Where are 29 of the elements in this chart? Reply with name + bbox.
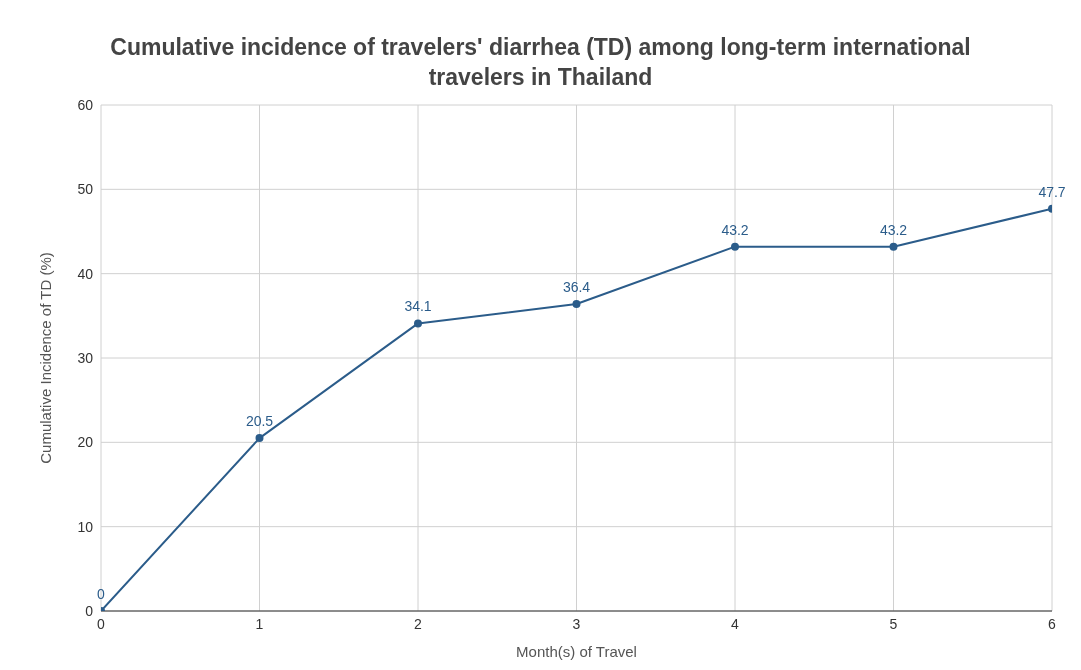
y-tick-label: 0 [85,602,94,619]
data-label: 43.2 [879,221,908,238]
x-tick-label: 0 [97,615,106,632]
x-tick-label: 6 [1048,615,1057,632]
point [731,242,739,251]
y-tick-label: 20 [77,434,94,451]
y-tick-label: 60 [77,96,94,113]
data-label: 43.2 [721,221,749,238]
data-label: 34.1 [404,298,432,315]
data-label: 0 [97,586,106,602]
x-tick-label: 3 [572,615,581,632]
point [572,300,581,309]
x-tick-label: 2 [414,615,423,632]
data-label: 20.5 [245,413,274,430]
x-tick-label: 1 [255,615,264,632]
y-tick-label: 10 [77,518,94,535]
x-axis-title: Month(s) of Travel [516,643,637,660]
data-label: 47.7 [1038,183,1066,200]
y-tick-label: 30 [77,349,94,366]
y-tick-label: 40 [77,265,94,282]
y-axis-title: Cumulative Incidence of TD (%) [37,252,55,464]
x-tick-label: 5 [889,615,898,632]
data-label: 36.4 [562,279,591,296]
point [255,434,264,443]
point [414,319,422,328]
point [889,242,898,251]
x-tick-label: 4 [731,615,740,632]
chart-title: Cumulative incidence of travelers' diarrhea (TD) among long-term international travelers in Thailand [109,33,972,92]
y-tick-label: 50 [77,181,94,198]
